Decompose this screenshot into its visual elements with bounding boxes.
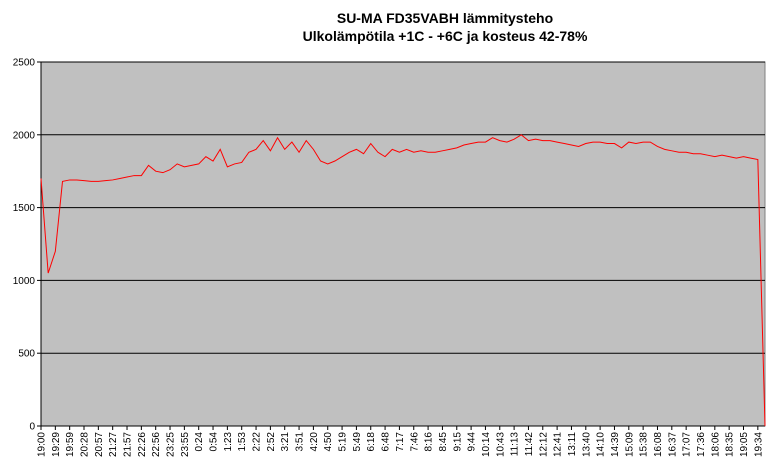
x-tick-label: 10:43 bbox=[495, 432, 506, 457]
x-tick-label: 3:51 bbox=[295, 432, 306, 452]
x-tick-label: 4:50 bbox=[323, 432, 334, 452]
y-tick-label: 1500 bbox=[13, 203, 36, 214]
x-tick-label: 2:52 bbox=[266, 432, 277, 452]
x-tick-label: 20:57 bbox=[94, 432, 105, 457]
x-tick-label: 23:55 bbox=[180, 432, 191, 457]
y-tick-label: 1000 bbox=[13, 276, 36, 287]
x-tick-label: 18:06 bbox=[710, 432, 721, 457]
x-tick-label: 16:08 bbox=[653, 432, 664, 457]
x-tick-label: 7:46 bbox=[409, 432, 420, 452]
chart-title: SU-MA FD35VABH lämmitysteho bbox=[337, 10, 553, 26]
x-tick-label: 19:59 bbox=[65, 432, 76, 457]
x-tick-label: 5:49 bbox=[352, 432, 363, 452]
x-tick-label: 8:16 bbox=[424, 432, 435, 452]
x-tick-label: 16:37 bbox=[667, 432, 678, 457]
x-tick-label: 4:20 bbox=[309, 432, 320, 452]
x-tick-label: 7:17 bbox=[395, 432, 406, 452]
x-tick-label: 6:48 bbox=[381, 432, 392, 452]
x-tick-label: 18:35 bbox=[725, 432, 736, 457]
x-tick-label: 17:36 bbox=[696, 432, 707, 457]
x-tick-label: 13:40 bbox=[581, 432, 592, 457]
x-tick-label: 14:39 bbox=[610, 432, 621, 457]
x-tick-label: 1:53 bbox=[237, 432, 248, 452]
x-tick-label: 1:23 bbox=[223, 432, 234, 452]
x-tick-label: 21:27 bbox=[108, 432, 119, 457]
x-tick-label: 17:07 bbox=[682, 432, 693, 457]
x-tick-label: 22:56 bbox=[151, 432, 162, 457]
x-tick-label: 14:10 bbox=[596, 432, 607, 457]
x-tick-label: 12:12 bbox=[538, 432, 549, 457]
x-tick-label: 0:24 bbox=[194, 432, 205, 452]
x-tick-label: 15:38 bbox=[639, 432, 650, 457]
x-tick-label: 19:00 bbox=[37, 432, 48, 457]
y-tick-label: 500 bbox=[18, 349, 35, 360]
y-tick-label: 0 bbox=[29, 422, 35, 433]
x-tick-label: 6:18 bbox=[366, 432, 377, 452]
y-tick-label: 2000 bbox=[13, 130, 36, 141]
chart-subtitle: Ulkolämpötila +1C - +6C ja kosteus 42-78… bbox=[303, 28, 588, 44]
plot-area bbox=[40, 61, 766, 427]
x-tick-label: 8:45 bbox=[438, 432, 449, 452]
x-tick-label: 11:42 bbox=[524, 432, 535, 457]
x-tick-label: 3:21 bbox=[280, 432, 291, 452]
x-tick-label: 22:26 bbox=[137, 432, 148, 457]
x-tick-label: 9:44 bbox=[467, 432, 478, 452]
x-tick-label: 19:05 bbox=[739, 432, 750, 457]
x-tick-label: 9:15 bbox=[452, 432, 463, 452]
data-line bbox=[40, 134, 766, 427]
x-tick-label: 15:09 bbox=[624, 432, 635, 457]
x-tick-label: 19:29 bbox=[51, 432, 62, 457]
y-tick-label: 2500 bbox=[13, 58, 36, 69]
x-tick-label: 23:25 bbox=[166, 432, 177, 457]
x-tick-label: 5:19 bbox=[338, 432, 349, 452]
x-tick-label: 20:28 bbox=[80, 432, 91, 457]
x-tick-label: 21:57 bbox=[123, 432, 134, 457]
x-tick-label: 12:41 bbox=[553, 432, 564, 457]
x-tick-label: 10:14 bbox=[481, 432, 492, 457]
x-tick-label: 0:54 bbox=[209, 432, 220, 452]
x-tick-label: 11:13 bbox=[510, 432, 521, 457]
x-tick-label: 13:11 bbox=[567, 432, 578, 457]
x-tick-label: 2:22 bbox=[252, 432, 263, 452]
x-tick-label: 19:34 bbox=[753, 432, 764, 457]
